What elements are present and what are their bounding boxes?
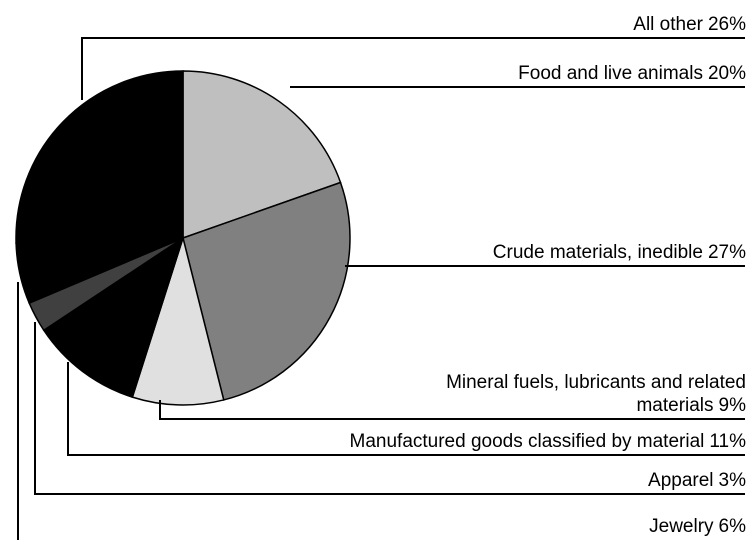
leader-line (159, 400, 745, 420)
slice-label: Manufactured goods classified by materia… (350, 430, 746, 453)
value-label: 27% (707, 242, 746, 263)
slice-label: Jewelry 6% (649, 515, 746, 538)
pie-slice (182, 181, 351, 401)
leader-line (81, 37, 745, 100)
slice-label: Food and live animals 20% (518, 62, 746, 85)
leader-line (67, 362, 745, 456)
category-label: Apparel (648, 470, 714, 491)
value-label: 9% (718, 395, 746, 416)
value-label: 26% (707, 14, 746, 35)
value-label: 6% (718, 516, 746, 537)
value-label: 11% (709, 431, 746, 452)
pie-slice (131, 235, 225, 406)
slice-label: Crude materials, inedible 27% (493, 241, 746, 264)
category-label: Food and live animals (518, 63, 703, 84)
category-label: Mineral fuels, lubricants and related ma… (446, 372, 746, 416)
pie-slice (15, 70, 184, 244)
slice-label: All other 26% (633, 13, 746, 36)
pie-slice (42, 236, 185, 399)
category-label: Crude materials, inedible (492, 242, 703, 263)
leader-line (34, 322, 745, 495)
slice-label: Mineral fuels, lubricants and related ma… (356, 371, 746, 417)
slice-label: Apparel 3% (648, 469, 746, 492)
category-label: Manufactured goods classified by materia… (349, 431, 705, 452)
value-label: 3% (718, 470, 746, 491)
category-label: Jewelry (649, 516, 714, 537)
category-label: All other (633, 14, 703, 35)
value-label: 20% (707, 63, 746, 84)
